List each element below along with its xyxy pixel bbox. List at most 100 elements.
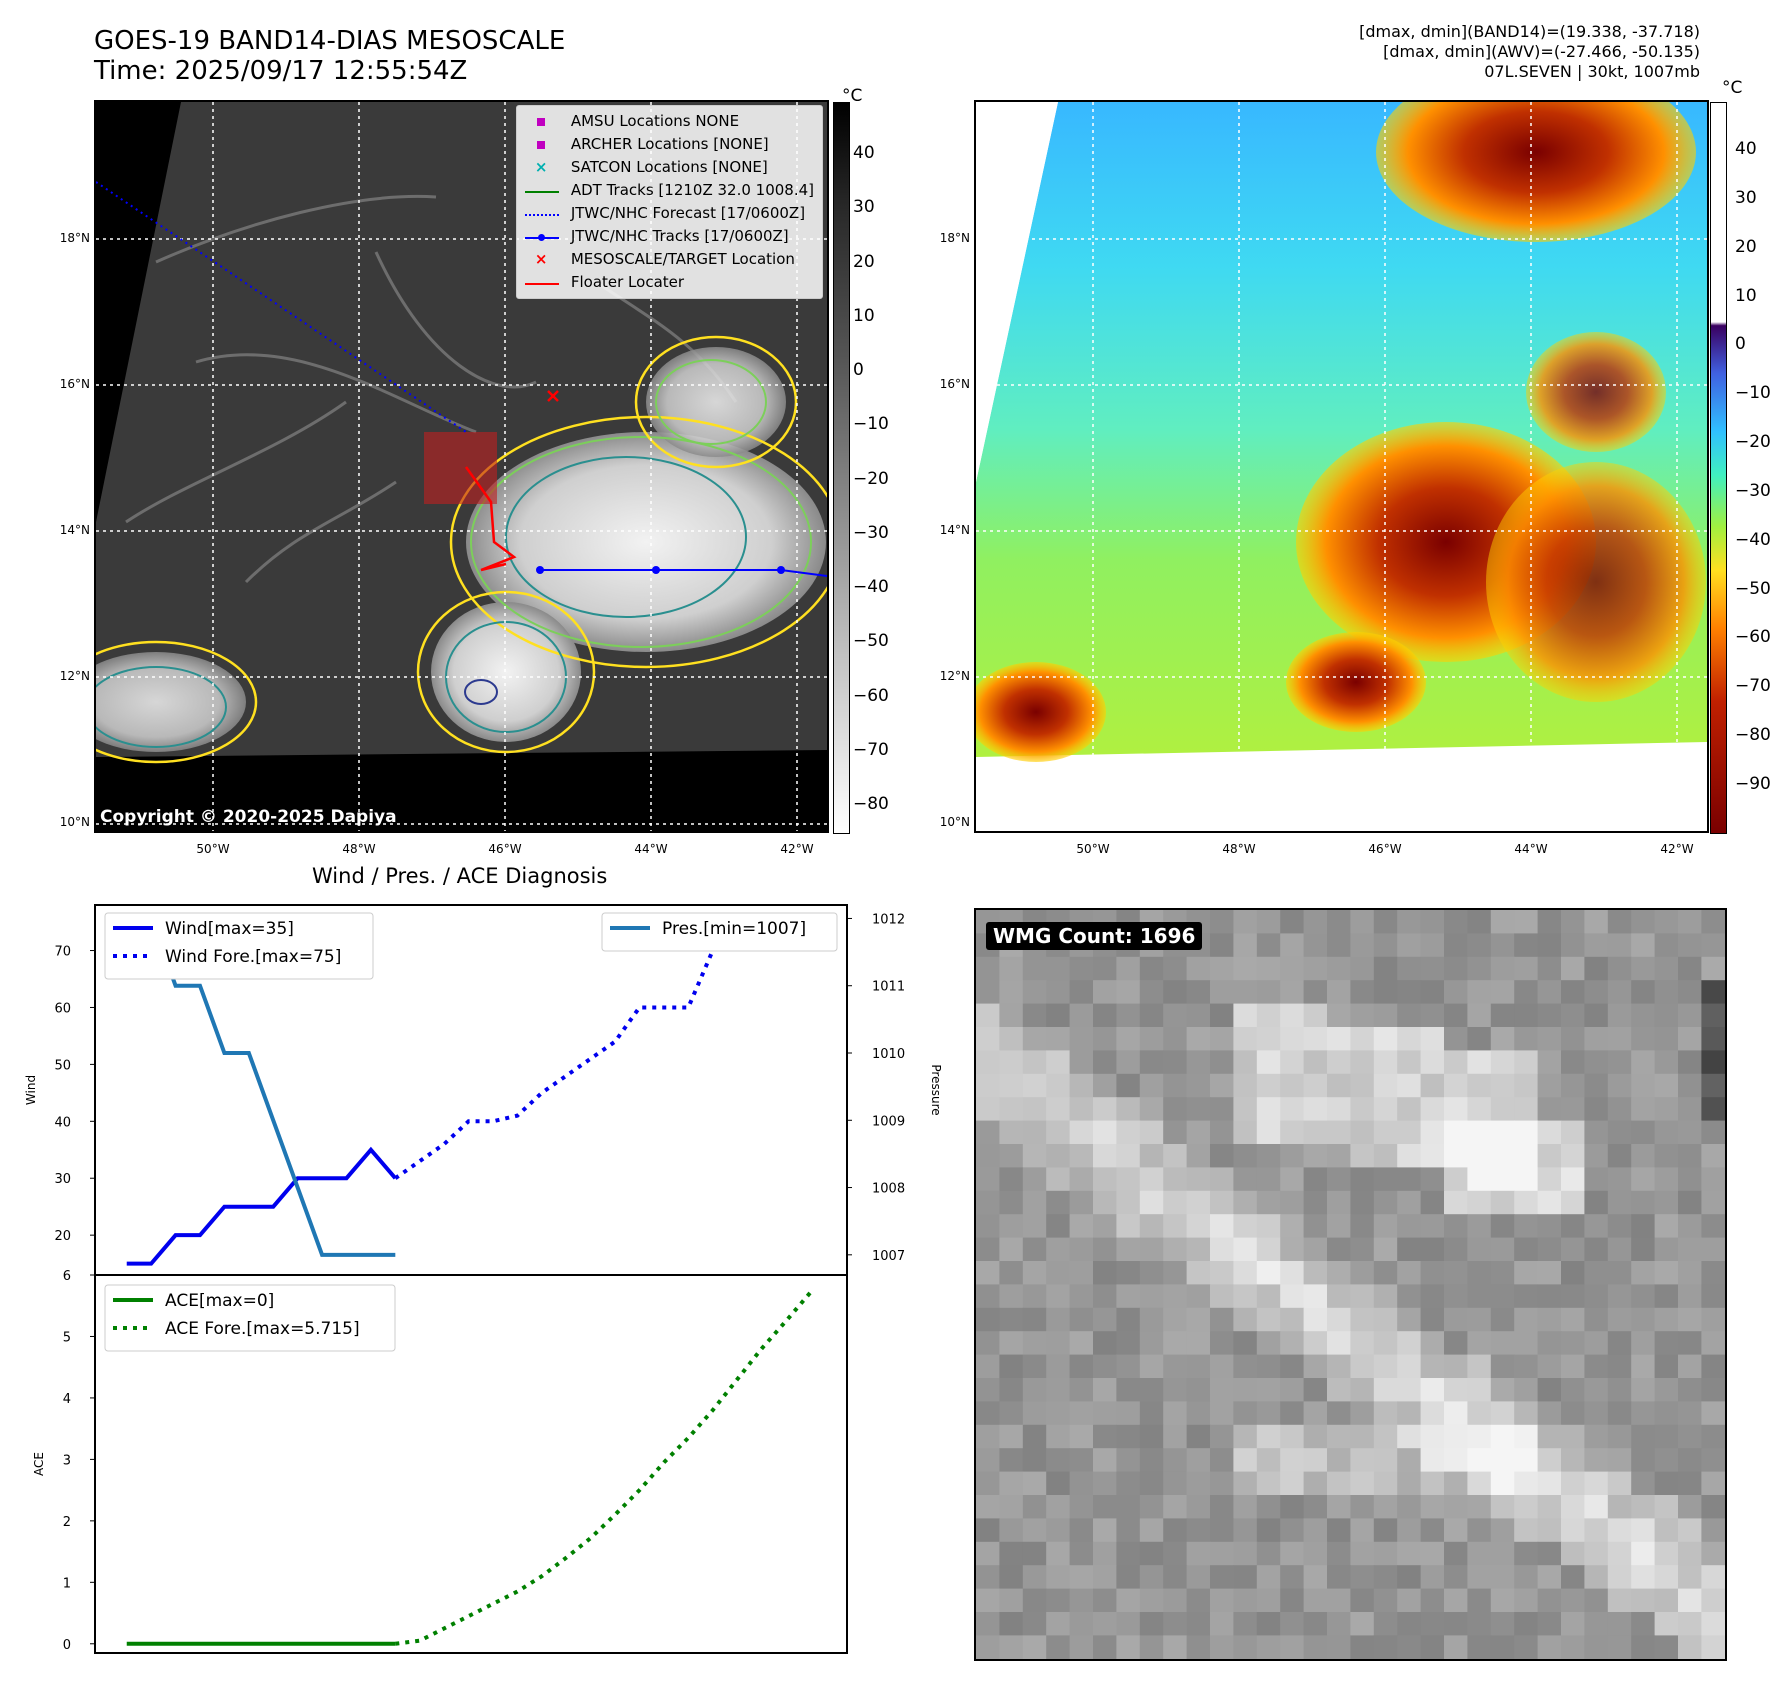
colorbar-tick: −40 xyxy=(1735,529,1771,550)
legend-symbol-icon xyxy=(525,137,565,153)
pressure-ytick-label: 1009 xyxy=(872,1114,905,1129)
legend-label: Wind Fore.[max=75] xyxy=(165,947,341,967)
legend-row: ARCHER Locations [NONE] xyxy=(525,133,814,156)
colorbar-tick: 30 xyxy=(853,197,875,218)
ace-ytick-label: 1 xyxy=(63,1576,71,1591)
lat-label: 12°N xyxy=(59,669,90,683)
colorbar-tick: −30 xyxy=(1735,480,1771,501)
legend-label: ACE Fore.[max=5.715] xyxy=(165,1319,360,1339)
colorbar-tick: −70 xyxy=(853,739,889,760)
colorbar-tick: −50 xyxy=(1735,578,1771,599)
contours xyxy=(96,335,827,764)
wmg-count-label: WMG Count: 1696 xyxy=(986,922,1203,950)
colorbar-tick: 30 xyxy=(1735,187,1757,208)
copyright-text: Copyright © 2020-2025 Dapiya xyxy=(100,807,397,827)
lat-label: 10°N xyxy=(59,815,90,829)
wind-ytick-label: 40 xyxy=(54,1115,71,1130)
wind-axis-label: Wind xyxy=(24,1075,38,1105)
colorbar-tick: 20 xyxy=(1735,236,1757,257)
pressure-ytick-label: 1011 xyxy=(872,980,905,995)
info-line-3: 07L.SEVEN | 30kt, 1007mb xyxy=(1484,62,1700,81)
legend-label: ARCHER Locations [NONE] xyxy=(570,135,769,153)
legend-symbol-icon xyxy=(525,114,565,130)
ir-map-panel: AMSU Locations NONE ARCHER Locations [NON… xyxy=(94,100,829,833)
colorbar-tick: −10 xyxy=(853,414,889,435)
info-line-2: [dmax, dmin](AWV)=(-27.466, -50.135) xyxy=(1383,42,1700,61)
awv-dry-ne2 xyxy=(1526,332,1666,452)
nhc-point-1 xyxy=(536,566,544,574)
legend-row: ADT Tracks [1210Z 32.0 1008.4] xyxy=(524,179,814,202)
lon-label: 48°W xyxy=(342,842,376,856)
lon-label: 42°W xyxy=(1660,842,1694,856)
colorbar-right xyxy=(1710,102,1727,834)
lat-label: 14°N xyxy=(59,523,90,537)
wind-ytick-label: 70 xyxy=(54,945,71,960)
colorbar-tick: −90 xyxy=(1735,774,1771,794)
lat-label: 18°N xyxy=(939,231,970,245)
legend-label: ADT Tracks [1210Z 32.0 1008.4] xyxy=(570,181,814,199)
nhc-point-3 xyxy=(777,566,785,574)
convective-cloud-ne xyxy=(646,347,786,457)
legend-symbol-icon xyxy=(524,275,565,291)
colorbar-tick: 0 xyxy=(1735,334,1746,355)
colorbar-tick: 40 xyxy=(853,143,875,163)
colorbar-tick: −60 xyxy=(853,685,889,706)
legend-label: JTWC/NHC Forecast [17/0600Z] xyxy=(570,204,806,222)
colorbar-tick: −20 xyxy=(1735,432,1771,453)
ace-ytick-label: 4 xyxy=(63,1392,71,1407)
title-line-2: Time: 2025/09/17 12:55:54Z xyxy=(94,56,468,86)
title-line-1: GOES-19 BAND14-DIAS MESOSCALE xyxy=(94,26,566,56)
colorbar-tick: 40 xyxy=(1735,139,1757,159)
legend-label: Wind[max=35] xyxy=(165,919,294,939)
awv-dry-east xyxy=(1486,462,1706,702)
awv-dry-south xyxy=(1286,632,1426,732)
map-legend: AMSU Locations NONE ARCHER Locations [NON… xyxy=(515,105,823,299)
ace-forecast-line xyxy=(395,1291,812,1646)
legend-symbol-icon xyxy=(524,183,565,199)
lon-label: 46°W xyxy=(1368,842,1402,856)
ace-ytick-label: 5 xyxy=(63,1330,71,1345)
wind-ytick-label: 20 xyxy=(54,1229,71,1244)
legend-symbol-icon: × xyxy=(534,249,548,268)
lon-label: 50°W xyxy=(1076,842,1110,856)
no-data-left xyxy=(96,102,181,522)
lat-label: 18°N xyxy=(59,231,90,245)
colorbar-tick: −50 xyxy=(853,631,889,652)
colorbar-left-unit: °C xyxy=(842,86,863,106)
lon-label: 48°W xyxy=(1222,842,1256,856)
awv-dry-sw xyxy=(976,662,1106,762)
pressure-ytick-label: 1012 xyxy=(872,912,905,927)
pressure-ytick-label: 1010 xyxy=(872,1047,905,1062)
lon-label: 44°W xyxy=(1514,842,1548,856)
colorbar-tick: −80 xyxy=(853,794,889,814)
colorbar-tick: 10 xyxy=(1735,285,1757,306)
lon-label: 44°W xyxy=(634,842,668,856)
lat-label: 12°N xyxy=(939,669,970,683)
wind-line xyxy=(126,1146,397,1266)
colorbar-tick: 20 xyxy=(853,251,875,272)
nhc-point-2 xyxy=(652,566,660,574)
floater-locater-track xyxy=(464,466,517,572)
convective-cloud-east xyxy=(466,432,826,652)
legend-symbol-icon xyxy=(524,229,565,245)
ace-axis-label: ACE xyxy=(32,1452,46,1476)
colorbar-tick: −70 xyxy=(1735,676,1771,697)
legend-symbol-icon: × xyxy=(534,157,548,176)
pressure-ytick-label: 1007 xyxy=(872,1249,905,1264)
wind-ytick-label: 50 xyxy=(54,1058,71,1073)
diagnosis-chart: 20 30 40 50 60 70 1007 1008 1009 1010 1011 1012 0 1 2 3… xyxy=(24,904,943,1654)
wmg-image xyxy=(976,910,1725,1659)
ace-ytick-label: 0 xyxy=(63,1638,71,1653)
colorbar-tick: −30 xyxy=(853,522,889,543)
colorbar-left xyxy=(833,102,850,834)
info-line-1: [dmax, dmin](BAND14)=(19.338, -37.718) xyxy=(1359,22,1700,41)
lon-label: 42°W xyxy=(780,842,814,856)
awv-map-panel xyxy=(974,100,1709,833)
colorbar-tick: −60 xyxy=(1735,627,1771,648)
awv-no-data-left xyxy=(976,102,1058,482)
convective-cloud-south xyxy=(431,602,581,742)
colorbar-tick: −40 xyxy=(853,577,889,597)
chart-legend: Pres.[min=1007] xyxy=(601,912,838,952)
wind-forecast-line xyxy=(394,920,811,1180)
wmg-panel: WMG Count: 1696 xyxy=(974,908,1727,1661)
